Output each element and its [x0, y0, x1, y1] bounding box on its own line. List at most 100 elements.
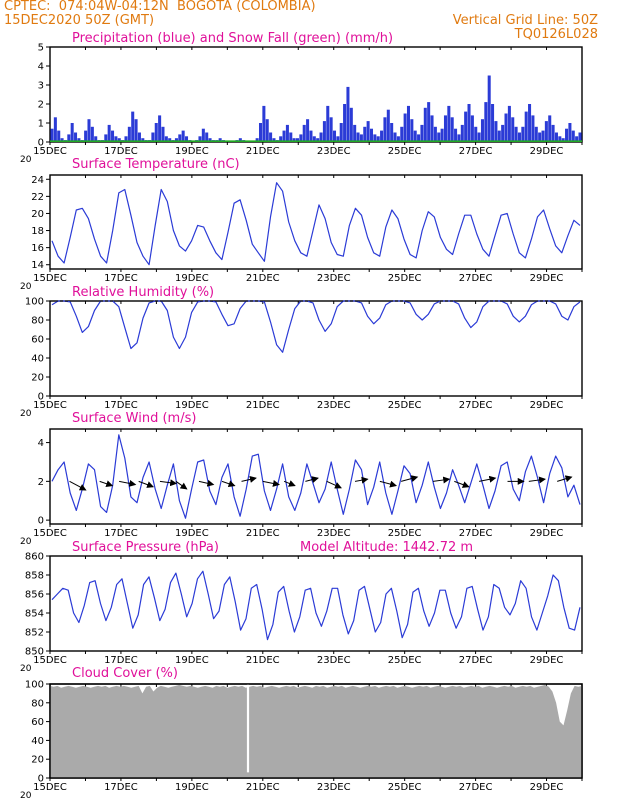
xtick-label: 21DEC — [246, 782, 280, 793]
precip-bar — [427, 102, 431, 142]
precip-bar — [390, 123, 394, 142]
xtick-label: 15DEC — [33, 400, 67, 411]
xtick-label: 25DEC — [388, 146, 422, 157]
xtick-label: 23DEC — [317, 655, 351, 666]
precip-bar — [316, 138, 320, 142]
wind-vector — [119, 479, 137, 487]
precip-bar — [322, 121, 326, 142]
precip-bar — [440, 128, 444, 142]
precip-bar — [544, 121, 548, 142]
precip-bar — [154, 123, 158, 142]
precip-bar — [467, 104, 471, 142]
precip-bar — [528, 104, 532, 142]
precip-bar — [336, 136, 340, 142]
precip-bar — [158, 115, 162, 142]
header-source: CPTEC: — [4, 0, 51, 14]
ytick-label: 100 — [25, 680, 44, 691]
precip-bar — [457, 134, 461, 142]
precip-bar — [356, 132, 360, 142]
xtick-label: 17DEC — [104, 528, 138, 539]
wind-vector — [283, 480, 296, 487]
precip-bar — [366, 121, 370, 142]
xtick-label: 19DEC — [175, 273, 209, 284]
ytick-label: 0 — [38, 774, 44, 785]
precip-bar — [238, 138, 242, 142]
precip-bar — [205, 132, 209, 142]
xtick-label: 19DEC — [175, 782, 209, 793]
wind-vector — [221, 480, 236, 488]
xtick-label: 21DEC — [246, 528, 280, 539]
xtick-label: 23DEC — [317, 782, 351, 793]
xtick-label: 15DEC — [33, 273, 67, 284]
wind-vector — [241, 476, 257, 483]
wind-vector — [400, 475, 419, 482]
wind-vector — [69, 480, 87, 491]
precip-bar — [326, 105, 330, 142]
series-line-2 — [51, 300, 581, 353]
precip-bar — [168, 138, 172, 142]
precip-bar — [437, 132, 441, 142]
precip-bar — [383, 117, 387, 142]
precip-bar — [289, 132, 293, 142]
precip-bar — [282, 130, 286, 142]
precip-bar — [134, 119, 138, 142]
wind-vector — [528, 476, 546, 484]
panel-frame-4 — [49, 555, 583, 652]
precip-bar — [403, 113, 407, 142]
precip-bar — [363, 126, 367, 142]
wind-vector — [262, 479, 280, 487]
wind-vector — [138, 480, 155, 488]
precip-bar — [406, 105, 410, 142]
xtick-label: 19DEC — [175, 528, 209, 539]
xtick-label: 23DEC — [317, 273, 351, 284]
wind-vector — [305, 476, 319, 483]
precip-bar — [208, 138, 212, 142]
precip-bar — [373, 134, 377, 142]
panel-title-0: Precipitation (blue) and Snow Fall (gree… — [72, 31, 393, 46]
xtick-label: 15DEC — [33, 782, 67, 793]
year-label: 20 — [20, 155, 32, 165]
precip-bar — [480, 119, 484, 142]
precip-bar — [285, 124, 289, 142]
year-label: 20 — [20, 409, 32, 419]
xtick-label: 21DEC — [246, 146, 280, 157]
xtick-label: 17DEC — [104, 400, 138, 411]
xtick-label: 23DEC — [317, 528, 351, 539]
wind-vector — [198, 479, 215, 487]
precip-bar — [558, 136, 562, 142]
wind-vector — [479, 475, 497, 483]
precip-bar — [376, 136, 380, 142]
precip-bar — [53, 117, 57, 142]
precip-bar — [470, 115, 474, 142]
precip-bar — [255, 138, 259, 142]
precip-bar — [74, 132, 78, 142]
precip-bar — [90, 126, 94, 142]
precip-bar — [346, 86, 350, 142]
precip-bar — [107, 124, 111, 142]
xtick-label: 15DEC — [33, 655, 67, 666]
precip-bar — [507, 105, 511, 142]
year-label: 20 — [20, 664, 32, 674]
xtick-label: 23DEC — [317, 146, 351, 157]
panel-frame-3 — [49, 428, 583, 525]
ytick-label: 22 — [31, 192, 44, 203]
ytick-label: 858 — [25, 571, 44, 582]
header-coords: 074:04W-04:12N — [58, 0, 169, 14]
precip-bar — [521, 126, 525, 142]
panel-title-1: Surface Temperature (nC) — [72, 157, 240, 172]
xtick-label: 29DEC — [530, 528, 564, 539]
precip-bar — [272, 138, 276, 142]
ytick-label: 2 — [38, 100, 44, 111]
xtick-label: 17DEC — [104, 273, 138, 284]
precip-bar — [198, 136, 202, 142]
ytick-label: 3 — [38, 81, 44, 92]
precip-bar — [295, 138, 300, 142]
precip-bar — [151, 132, 155, 142]
ytick-label: 854 — [25, 609, 44, 620]
precip-bar — [218, 138, 222, 142]
ytick-label: 20 — [31, 209, 44, 220]
precip-bar — [50, 128, 54, 142]
panel-subtitle-4: Model Altitude: 1442.72 m — [300, 540, 473, 555]
precip-bar — [339, 123, 343, 142]
xtick-label: 29DEC — [530, 655, 564, 666]
